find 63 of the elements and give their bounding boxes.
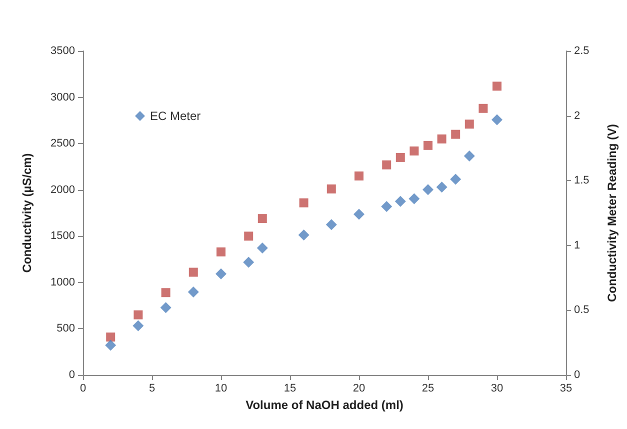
point bbox=[478, 104, 488, 113]
point bbox=[382, 160, 392, 170]
point bbox=[299, 198, 308, 208]
point bbox=[410, 146, 419, 156]
x-tick-label: 25 bbox=[422, 382, 434, 394]
point bbox=[437, 134, 446, 144]
point bbox=[381, 201, 392, 212]
x-tick-label: 30 bbox=[490, 382, 504, 394]
point bbox=[188, 286, 199, 298]
point bbox=[424, 140, 432, 150]
y2-tick-label: 2.5 bbox=[574, 45, 590, 57]
y-tick-label: 2500 bbox=[50, 138, 75, 150]
y-tick-label: 1000 bbox=[50, 276, 75, 288]
point bbox=[298, 230, 310, 241]
point bbox=[354, 208, 364, 220]
point bbox=[256, 242, 268, 254]
y-tick-label: 500 bbox=[56, 322, 75, 335]
point bbox=[354, 171, 364, 180]
point bbox=[106, 332, 116, 342]
point bbox=[464, 150, 475, 162]
point bbox=[105, 340, 116, 351]
point bbox=[258, 214, 267, 224]
y2-tick-label: 0 bbox=[574, 369, 580, 381]
x-tick-label: 20 bbox=[352, 382, 366, 394]
point bbox=[160, 302, 172, 314]
point bbox=[436, 182, 448, 193]
x-tick-label: 35 bbox=[560, 382, 572, 394]
point bbox=[450, 174, 462, 185]
y2-tick-label: 1 bbox=[574, 239, 580, 252]
x-tick-label: 15 bbox=[284, 382, 296, 394]
x-tick-label: 5 bbox=[148, 382, 156, 394]
point bbox=[492, 114, 502, 126]
point bbox=[134, 310, 143, 320]
point bbox=[243, 256, 254, 268]
y-tick-label: 3500 bbox=[50, 45, 75, 57]
point bbox=[394, 196, 406, 207]
point bbox=[451, 130, 460, 139]
x-axis-title: Volume of NaOH added (ml) bbox=[246, 398, 404, 412]
y2-tick-label: 2 bbox=[574, 110, 580, 122]
point bbox=[464, 120, 474, 129]
point bbox=[244, 232, 254, 241]
y2-tick-label: 0.5 bbox=[574, 304, 590, 316]
point bbox=[326, 184, 336, 194]
point bbox=[422, 184, 434, 196]
point bbox=[216, 268, 226, 280]
x-tick-label: 10 bbox=[214, 382, 228, 394]
point bbox=[132, 320, 144, 332]
y2-tick-label: 1.5 bbox=[574, 174, 590, 187]
x-tick-label: 0 bbox=[80, 382, 86, 394]
point bbox=[161, 288, 170, 298]
point bbox=[188, 268, 198, 277]
point bbox=[326, 219, 337, 230]
point bbox=[396, 152, 405, 162]
y2-axis-title: Conductivity Meter Reading (V) bbox=[605, 124, 619, 302]
y-tick-label: 3000 bbox=[50, 91, 75, 104]
point bbox=[408, 193, 420, 204]
y-tick-label: 2000 bbox=[50, 184, 75, 196]
point bbox=[492, 82, 502, 91]
y-tick-label: 1500 bbox=[50, 230, 75, 242]
point bbox=[216, 247, 226, 256]
y-axis-title: Conductivity (µS/cm) bbox=[20, 153, 34, 273]
y-tick-label: 0 bbox=[68, 369, 75, 381]
legend-label: EC Meter bbox=[150, 109, 201, 123]
